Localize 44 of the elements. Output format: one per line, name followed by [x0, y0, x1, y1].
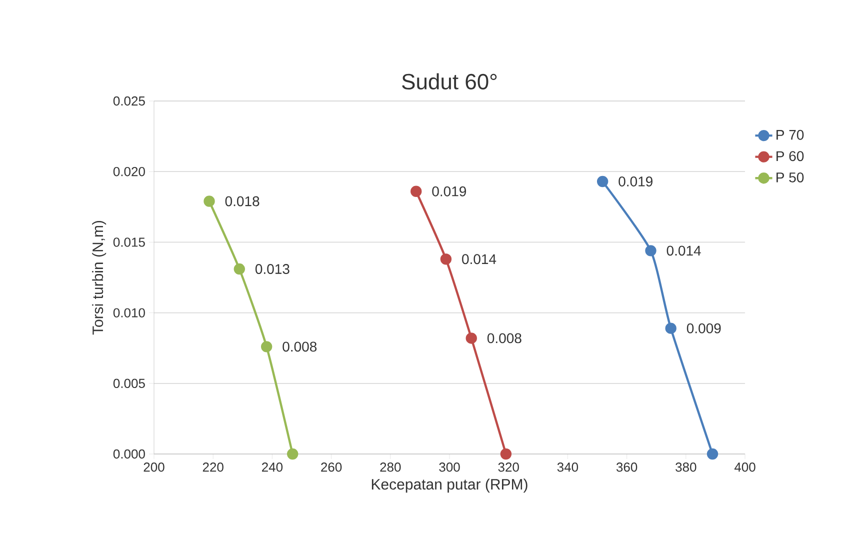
y-tick-label: 0.015 [113, 238, 145, 247]
data-label: 0.013 [255, 264, 290, 274]
y-axis-title: Torsi turbin (N,m) [92, 220, 106, 335]
x-tick-label: 200 [144, 462, 164, 472]
y-tick-label: 0.020 [113, 166, 145, 176]
point [466, 332, 477, 344]
y-tick-label: 0.005 [113, 378, 145, 388]
x-tick-label: 260 [321, 462, 342, 472]
x-tick-label: 400 [734, 462, 756, 472]
point [260, 341, 272, 352]
data-label: 0.009 [686, 323, 721, 334]
point [234, 263, 245, 275]
point [204, 196, 215, 207]
data-label: 0.014 [462, 254, 496, 264]
data-label: 0.008 [282, 342, 317, 352]
chart-title: Sudut 60° [402, 73, 497, 90]
point [665, 322, 676, 334]
point [500, 448, 512, 460]
y-tick-label: 0.000 [113, 449, 145, 459]
x-axis-title: Kecepatan putar (RPM) [372, 478, 528, 493]
data-label: 0.018 [225, 196, 260, 206]
x-tick-label: 220 [202, 462, 224, 472]
legend-label: P 60 [776, 151, 804, 162]
y-tick-label: 0.025 [113, 96, 145, 106]
data-label: 0.014 [666, 246, 701, 256]
data-label: 0.008 [487, 333, 522, 344]
x-tick-label: 340 [557, 462, 578, 472]
x-tick-label: 240 [262, 462, 283, 472]
x-tick-label: 280 [380, 462, 401, 472]
point [440, 254, 452, 265]
legend-label: P 70 [776, 130, 804, 140]
x-tick-label: 300 [439, 462, 460, 472]
data-label: 0.019 [618, 176, 652, 186]
x-tick-label: 360 [616, 462, 638, 472]
point [596, 176, 608, 188]
data-label: 0.019 [432, 186, 466, 196]
point [706, 448, 718, 460]
point [410, 186, 422, 197]
point [286, 448, 298, 460]
y-tick-label: 0.010 [113, 308, 145, 318]
point [645, 245, 656, 256]
x-tick-label: 320 [498, 462, 519, 472]
legend-label: P 50 [776, 172, 804, 182]
x-tick-label: 380 [676, 462, 696, 472]
